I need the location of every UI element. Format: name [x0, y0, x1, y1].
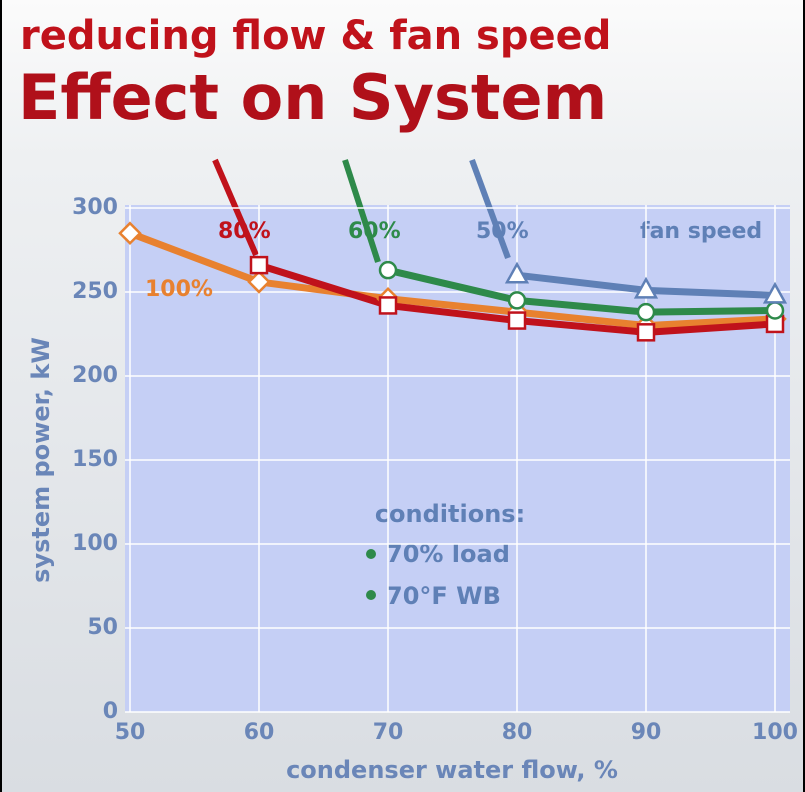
x-axis-label: condenser water flow, %: [286, 756, 618, 784]
marker: [765, 301, 785, 320]
leader-line: [469, 158, 511, 260]
plot-area: [125, 205, 790, 712]
marker: [507, 311, 527, 330]
bullet: [366, 549, 376, 559]
x-tick-label: 70: [373, 720, 404, 745]
series-label: 80%: [218, 219, 271, 244]
chart-title: Effect on System: [18, 61, 607, 134]
series-label: 60%: [348, 219, 401, 244]
y-tick-label: 200: [72, 363, 118, 388]
y-tick-label: 50: [87, 615, 118, 640]
x-tick-label: 90: [631, 720, 662, 745]
y-tick-label: 0: [103, 699, 118, 724]
series-line: [387, 266, 776, 316]
marker: [378, 296, 398, 315]
series-label: 100%: [145, 277, 213, 302]
marker: [504, 261, 530, 284]
marker: [247, 270, 271, 294]
y-tick-label: 300: [72, 195, 118, 220]
series-line: [128, 229, 776, 330]
bullet: [366, 590, 376, 600]
y-axis-label: system power, kW: [27, 337, 55, 583]
marker: [636, 323, 656, 342]
chart-subtitle: reducing flow & fan speed: [20, 13, 611, 59]
marker: [762, 281, 788, 304]
y-tick-label: 150: [72, 447, 118, 472]
marker: [118, 221, 142, 245]
y-tick-label: 100: [72, 531, 118, 556]
legend-title: fan speed: [640, 219, 762, 244]
marker: [633, 276, 659, 299]
leader-line: [342, 159, 381, 263]
marker: [507, 291, 527, 310]
marker: [378, 260, 398, 280]
y-tick-label: 250: [72, 279, 118, 304]
note: conditions:: [375, 500, 525, 528]
x-tick-label: 80: [502, 720, 533, 745]
x-tick-label: 60: [244, 720, 275, 745]
marker: [249, 255, 269, 275]
note: 70°F WB: [386, 582, 501, 610]
series-label: 50%: [476, 219, 529, 244]
marker: [636, 302, 656, 322]
x-tick-label: 100: [752, 720, 798, 745]
x-tick-label: 50: [115, 720, 146, 745]
